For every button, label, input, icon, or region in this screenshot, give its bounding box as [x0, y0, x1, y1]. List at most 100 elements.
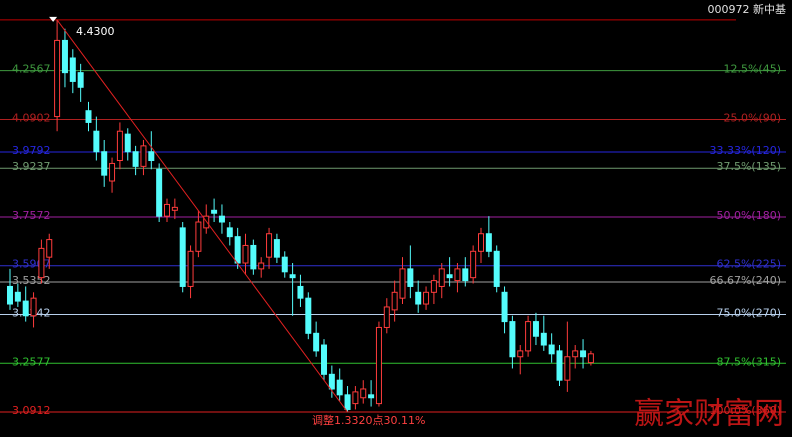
- candle-body: [336, 379, 343, 396]
- stock-title: 000972 新中基: [708, 2, 787, 16]
- candle-body: [548, 344, 555, 355]
- level-ratio: 100.0%(360): [709, 404, 781, 417]
- candle-body: [344, 394, 351, 410]
- level-ratio: 12.5%(45): [723, 63, 781, 76]
- candle-body: [321, 344, 327, 375]
- level-ratio: 25.0%(90): [723, 111, 781, 124]
- candle-body: [375, 326, 382, 405]
- candle-body: [289, 274, 296, 279]
- candle-body: [532, 321, 539, 337]
- level-ratio: 33.33%(120): [709, 144, 781, 157]
- candle-body: [179, 227, 186, 287]
- level-ratio: 75.0%(270): [716, 307, 781, 320]
- candle-body: [478, 233, 484, 252]
- candle-body: [124, 133, 131, 153]
- level-price: 4.2567: [12, 63, 51, 76]
- candle-body: [540, 332, 547, 346]
- decline-line: [56, 19, 348, 413]
- candle-body: [446, 274, 453, 279]
- candle-body: [14, 291, 21, 302]
- candle-body: [313, 332, 320, 352]
- high-label: 4.4300: [76, 25, 115, 38]
- candle-body: [171, 206, 178, 211]
- candle-body: [250, 244, 257, 270]
- candle-body: [407, 268, 414, 287]
- candle-body: [116, 130, 123, 162]
- candle-body: [281, 256, 288, 273]
- candle-body: [266, 233, 273, 258]
- candle-body: [273, 239, 280, 258]
- candle-body: [580, 350, 587, 358]
- level-price: 3.9237: [12, 160, 51, 173]
- candle-body: [360, 388, 367, 399]
- candle-body: [485, 233, 492, 252]
- candle-body: [132, 151, 139, 167]
- candle-body: [156, 168, 163, 217]
- level-price: 3.9792: [12, 144, 51, 157]
- candle-body: [305, 297, 312, 334]
- level-ratio: 62.5%(225): [716, 258, 781, 271]
- candle-body: [564, 356, 571, 381]
- candle-body: [140, 145, 147, 167]
- candle-body: [30, 297, 37, 317]
- candle-body: [399, 268, 406, 299]
- candle-body: [187, 250, 194, 287]
- candle-body: [258, 262, 265, 270]
- candle-body: [438, 268, 445, 287]
- watermark: 赢家财富网: [634, 397, 784, 432]
- candle-body: [85, 110, 92, 123]
- candle-body: [164, 203, 170, 217]
- candle-body: [509, 321, 516, 358]
- candle-body: [587, 353, 594, 364]
- candle-body: [517, 350, 524, 358]
- level-price: 3.5907: [12, 258, 51, 271]
- candle-body: [470, 250, 477, 279]
- candle-body: [493, 250, 500, 287]
- candle-body: [93, 130, 100, 153]
- high-marker: [49, 16, 58, 22]
- candle-body: [54, 39, 61, 118]
- candle-body: [501, 291, 508, 323]
- candle-body: [226, 227, 233, 238]
- candle-body: [77, 72, 84, 88]
- level-price: 3.2577: [12, 355, 51, 368]
- candle-body: [297, 285, 304, 299]
- candle-body: [38, 247, 45, 279]
- candle-body: [61, 39, 68, 74]
- candle-body: [328, 373, 335, 390]
- candle-body: [7, 285, 13, 305]
- candle-body: [572, 350, 579, 358]
- candle-body: [69, 57, 76, 82]
- candle-body: [462, 268, 469, 282]
- candle-body: [195, 221, 202, 252]
- candle-body: [352, 391, 359, 405]
- candle-body: [430, 280, 437, 293]
- level-ratio: 87.5%(315): [716, 355, 781, 368]
- annotation: 调整1.3320点30.11%: [312, 413, 425, 427]
- level-ratio: 50.0%(180): [716, 209, 781, 222]
- candle-body: [46, 239, 53, 258]
- candle-body: [391, 291, 398, 311]
- candle-body: [525, 321, 532, 352]
- candle-body: [148, 151, 155, 162]
- candle-body: [218, 215, 225, 223]
- level-ratio: 37.5%(135): [716, 160, 781, 173]
- candle-body: [556, 350, 563, 381]
- candle-body: [454, 268, 461, 282]
- level-price: 4.0902: [12, 111, 51, 124]
- candle-body: [109, 162, 116, 182]
- candle-body: [242, 244, 249, 264]
- candle-body: [211, 209, 218, 214]
- candle-body: [101, 151, 108, 176]
- candle-body: [423, 291, 430, 305]
- level-ratio: 66.67%(240): [709, 274, 781, 287]
- level-price: 3.0912: [12, 404, 51, 417]
- level-price: 3.7572: [12, 209, 51, 222]
- candle-body: [368, 394, 375, 399]
- candle-body: [383, 306, 390, 328]
- candle-body: [415, 291, 422, 305]
- candle-body: [22, 300, 29, 317]
- candle-body: [234, 236, 241, 264]
